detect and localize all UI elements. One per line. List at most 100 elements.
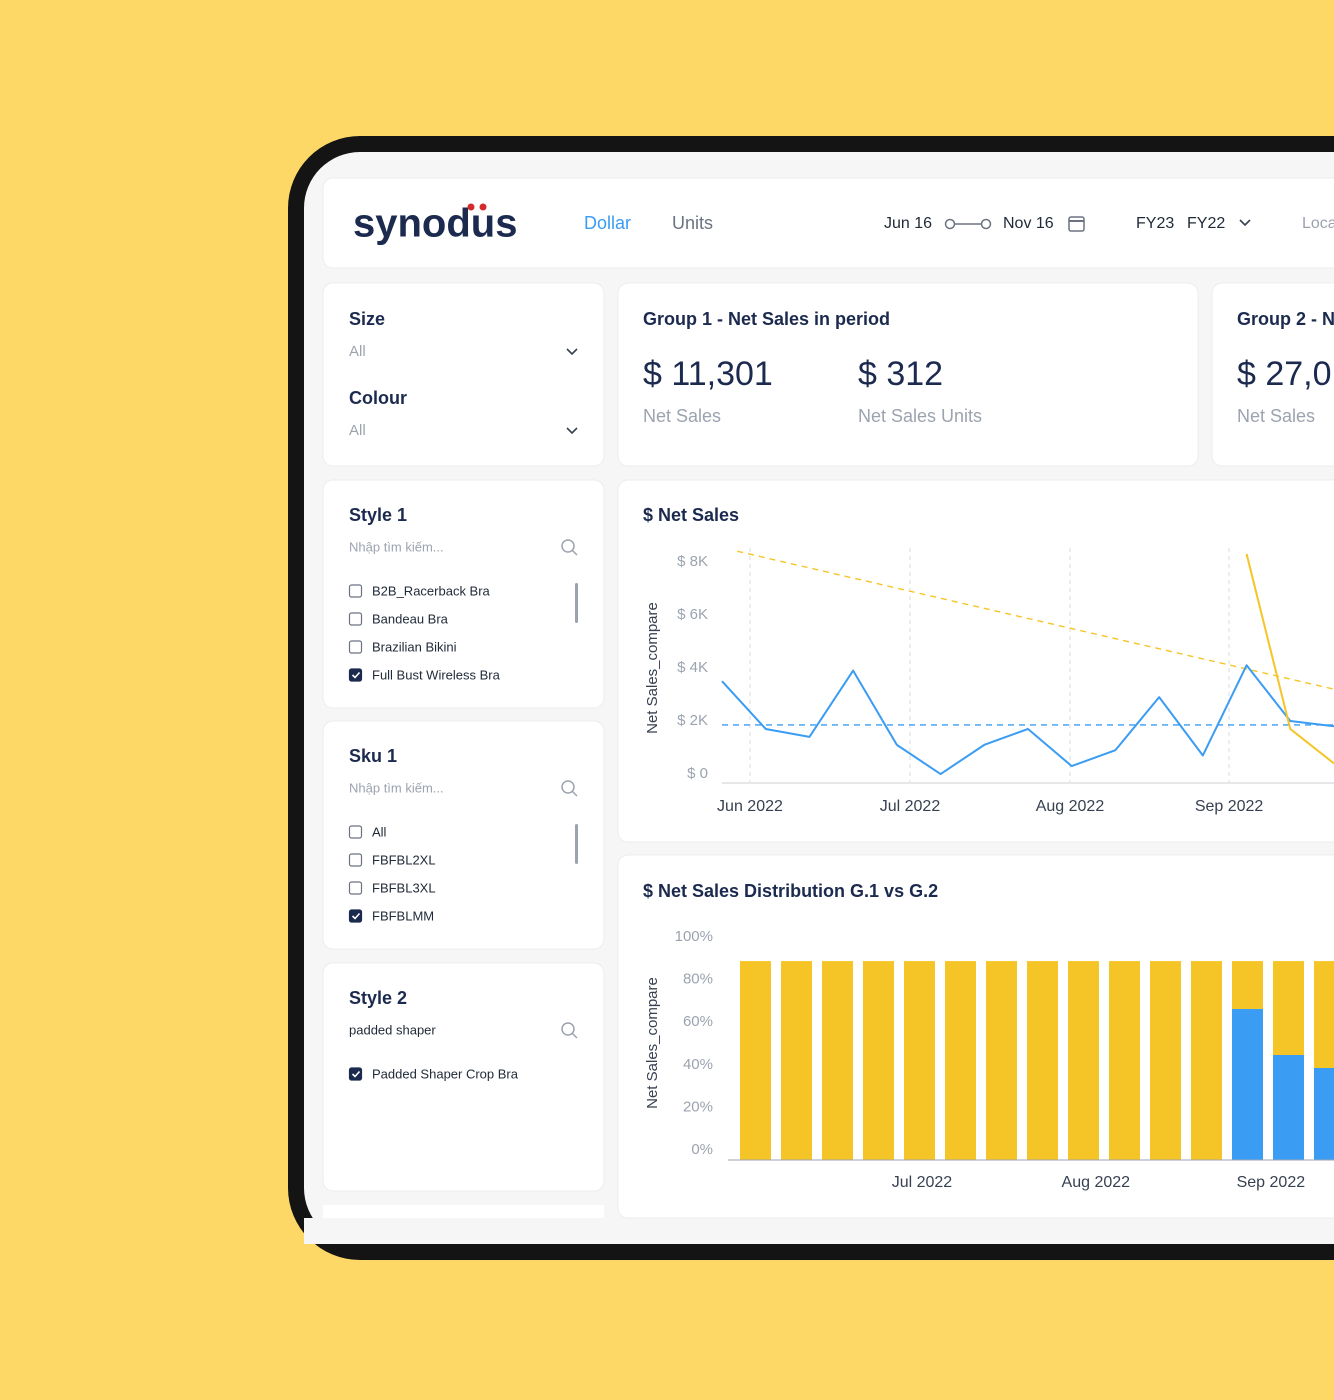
bar-segment (904, 961, 935, 1160)
checkbox[interactable] (348, 640, 363, 654)
checkmark (351, 671, 361, 679)
bar-segment (1027, 961, 1058, 1160)
kpi-value: $ 11,301 (643, 355, 773, 393)
tab[interactable]: Units (672, 213, 713, 233)
filter-label: Size (349, 309, 385, 329)
y-tick-label: $ 6K (677, 606, 708, 623)
checkbox-label[interactable]: Padded Shaper Crop Bra (372, 1066, 519, 1081)
checkbox[interactable] (348, 612, 363, 626)
bar-segment (822, 961, 853, 1160)
series-line (1245, 553, 1334, 765)
kpi-title: Group 2 - N (1237, 309, 1334, 329)
card (1211, 282, 1334, 467)
card (322, 177, 1334, 269)
bar-segment (1232, 1008, 1263, 1160)
checkbox-label[interactable]: FBFBL2XL (372, 852, 436, 867)
scrollbar (575, 583, 578, 623)
bar-segment (1314, 961, 1334, 1068)
card (617, 479, 1334, 843)
y-tick-label: $ 0 (687, 765, 708, 782)
bar-segment (1232, 961, 1263, 1009)
chevron[interactable] (566, 348, 578, 356)
y-tick-label: 100% (675, 928, 713, 945)
checkmark (351, 1070, 361, 1078)
bar-segment (781, 961, 812, 1160)
y-tick-label: $ 2K (677, 712, 708, 729)
axis-title: Net Sales_compare (644, 977, 661, 1109)
search-icon-handle (571, 790, 578, 797)
bar-segment (1314, 1067, 1334, 1160)
trend-line (737, 550, 1334, 690)
kpi-value: $ 27,0 (1237, 355, 1332, 393)
y-tick-label: 60% (683, 1013, 713, 1030)
checkbox-label[interactable]: FBFBLMM (372, 908, 434, 923)
checkbox[interactable] (348, 584, 363, 598)
date-start[interactable]: Jun 16 (884, 215, 932, 232)
kpi-title: Group 1 - Net Sales in period (643, 309, 890, 329)
axis-title: Net Sales_compare (644, 602, 661, 734)
scrollbar (575, 824, 578, 864)
card (617, 282, 1199, 467)
bar-segment (740, 961, 771, 1160)
card (322, 720, 605, 950)
card (322, 282, 605, 467)
kpi-label: Net Sales (1237, 406, 1315, 426)
checkbox-label[interactable]: FBFBL3XL (372, 880, 436, 895)
y-tick-label: 20% (683, 1098, 713, 1115)
tab[interactable]: Dollar (584, 213, 631, 233)
fiscal-year[interactable]: FY23 (1136, 215, 1174, 232)
chart-title: $ Net Sales Distribution G.1 vs G.2 (643, 881, 938, 901)
logo: synodus (353, 202, 517, 246)
search-placeholder[interactable]: Nhập tìm kiếm... (349, 780, 444, 795)
logo-dot (479, 203, 487, 211)
x-tick-label: Aug 2022 (1036, 798, 1105, 815)
bar-segment (1068, 961, 1099, 1160)
kpi-value: $ 312 (858, 355, 943, 393)
checkbox-label[interactable]: B2B_Racerback Bra (372, 583, 491, 598)
filter-label: Style 1 (349, 505, 407, 525)
filter-value[interactable]: All (349, 343, 366, 360)
bar-segment (986, 961, 1017, 1160)
chevron[interactable] (566, 427, 578, 435)
series-line (721, 664, 1334, 776)
checkbox-label[interactable]: Full Bust Wireless Bra (372, 667, 501, 682)
checkbox[interactable] (348, 825, 363, 839)
bar-segment (863, 961, 894, 1160)
fiscal-year[interactable]: FY22 (1187, 215, 1225, 232)
y-tick-label: 80% (683, 971, 713, 988)
filter-label: Sku 1 (349, 746, 397, 766)
search-icon (561, 539, 575, 553)
screen-bottom (304, 1218, 1334, 1244)
x-tick-label: Jun 2022 (717, 798, 783, 815)
chevron[interactable] (1239, 219, 1251, 227)
kpi-label: Net Sales (643, 406, 721, 426)
location-filter[interactable]: Loca (1302, 215, 1334, 232)
y-tick-label: 0% (691, 1141, 713, 1158)
card (322, 479, 605, 709)
checkbox-label[interactable]: All (372, 824, 387, 839)
checkbox[interactable] (348, 668, 363, 682)
x-tick-label: Aug 2022 (1062, 1174, 1131, 1191)
calendar-icon[interactable] (1068, 216, 1085, 232)
search-query[interactable]: padded shaper (349, 1022, 436, 1037)
bar-segment (1191, 961, 1222, 1160)
checkbox[interactable] (348, 881, 363, 895)
y-tick-label: 40% (683, 1056, 713, 1073)
search-icon (561, 1022, 575, 1036)
bar-segment (945, 961, 976, 1160)
checkmark (351, 912, 361, 920)
range-handle[interactable] (980, 218, 992, 230)
bar-segment (1273, 961, 1304, 1055)
checkbox-label[interactable]: Brazilian Bikini (372, 639, 457, 654)
date-end[interactable]: Nov 16 (1003, 215, 1054, 232)
search-placeholder[interactable]: Nhập tìm kiếm... (349, 539, 444, 554)
checkbox-label[interactable]: Bandeau Bra (372, 611, 449, 626)
range-handle[interactable] (944, 218, 956, 230)
card (322, 962, 605, 1192)
checkbox[interactable] (348, 1067, 363, 1081)
checkbox[interactable] (348, 853, 363, 867)
checkbox[interactable] (348, 909, 363, 923)
filter-value[interactable]: All (349, 422, 366, 439)
